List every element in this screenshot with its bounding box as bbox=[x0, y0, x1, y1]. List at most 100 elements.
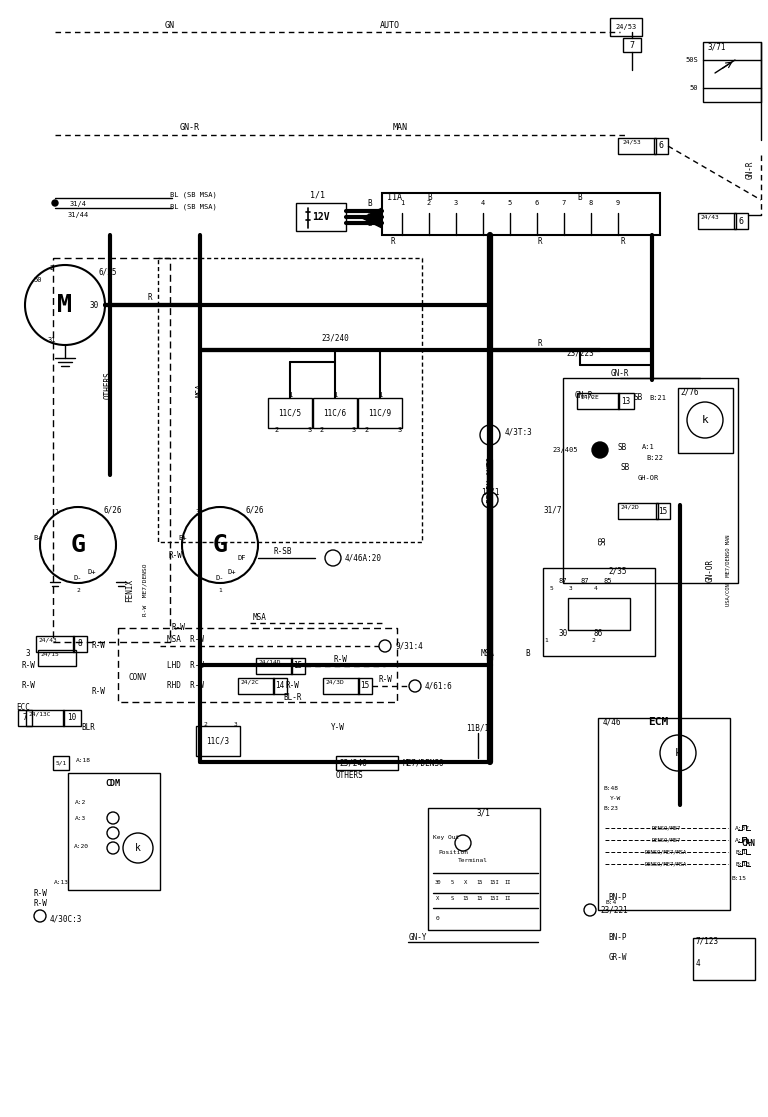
Text: 87: 87 bbox=[559, 577, 568, 584]
Bar bbox=[63, 710, 81, 726]
Text: 15: 15 bbox=[658, 506, 667, 516]
Bar bbox=[654, 139, 668, 154]
Bar bbox=[196, 726, 240, 756]
Text: A:20: A:20 bbox=[74, 843, 88, 849]
Text: 4/46: 4/46 bbox=[603, 717, 621, 726]
Text: ECC: ECC bbox=[16, 704, 30, 713]
Text: R-W  ME7/DENSO: R-W ME7/DENSO bbox=[143, 564, 147, 617]
Text: MSA: MSA bbox=[481, 649, 495, 658]
Text: 8: 8 bbox=[78, 640, 82, 649]
Circle shape bbox=[480, 424, 500, 445]
Text: 4: 4 bbox=[594, 585, 598, 591]
Text: 86: 86 bbox=[594, 629, 603, 638]
Text: FENIX AUTO: FENIX AUTO bbox=[488, 457, 496, 503]
Text: Y-W: Y-W bbox=[610, 795, 621, 801]
Text: MSA: MSA bbox=[196, 383, 204, 397]
Bar bbox=[268, 398, 312, 428]
Text: SB: SB bbox=[621, 464, 630, 472]
Bar bbox=[618, 503, 658, 519]
Text: 23/240: 23/240 bbox=[321, 334, 349, 343]
Text: R-W: R-W bbox=[378, 675, 392, 684]
Text: 87: 87 bbox=[581, 577, 589, 584]
Bar bbox=[38, 650, 76, 666]
Text: 23/223: 23/223 bbox=[566, 349, 594, 357]
Text: 10: 10 bbox=[68, 714, 77, 723]
Circle shape bbox=[182, 507, 258, 583]
Bar bbox=[656, 503, 670, 519]
Text: 3: 3 bbox=[196, 509, 200, 515]
Text: M: M bbox=[58, 293, 72, 317]
Text: GN-R: GN-R bbox=[180, 124, 200, 133]
Text: 12V: 12V bbox=[312, 212, 329, 222]
Text: X: X bbox=[436, 896, 439, 900]
Text: GN-Y: GN-Y bbox=[409, 934, 427, 943]
Text: 23/221: 23/221 bbox=[600, 906, 627, 915]
Text: BN-P: BN-P bbox=[609, 934, 627, 943]
Circle shape bbox=[455, 836, 471, 851]
Text: R: R bbox=[538, 237, 542, 246]
Text: 6: 6 bbox=[535, 200, 539, 206]
Text: 15: 15 bbox=[463, 896, 469, 900]
Text: 2: 2 bbox=[320, 427, 324, 433]
Text: 2: 2 bbox=[427, 200, 431, 206]
Text: 31/4: 31/4 bbox=[69, 201, 87, 207]
Text: 6/26: 6/26 bbox=[246, 506, 264, 515]
Text: A:18: A:18 bbox=[75, 757, 91, 763]
Text: 17/1: 17/1 bbox=[481, 487, 499, 496]
Circle shape bbox=[107, 827, 119, 839]
Text: 24/43: 24/43 bbox=[38, 638, 57, 642]
Text: 15I: 15I bbox=[489, 896, 499, 900]
Text: Key Out: Key Out bbox=[433, 836, 459, 840]
Polygon shape bbox=[362, 208, 382, 228]
Text: D-: D- bbox=[216, 575, 224, 581]
Text: 3/71: 3/71 bbox=[708, 42, 727, 51]
Text: 5: 5 bbox=[549, 585, 553, 591]
Text: R-W: R-W bbox=[168, 551, 182, 560]
Text: 1: 1 bbox=[54, 509, 58, 515]
Bar bbox=[256, 658, 292, 674]
Text: 11C/3: 11C/3 bbox=[207, 736, 230, 745]
Text: 1: 1 bbox=[378, 392, 382, 398]
Text: B:48: B:48 bbox=[603, 785, 618, 791]
Text: 3: 3 bbox=[308, 427, 312, 433]
Text: GN-OR: GN-OR bbox=[706, 558, 714, 582]
Text: 2: 2 bbox=[275, 427, 279, 433]
Text: SB: SB bbox=[598, 535, 607, 545]
Text: AUTO: AUTO bbox=[380, 21, 400, 30]
Text: R-W: R-W bbox=[33, 898, 47, 907]
Text: 7: 7 bbox=[630, 40, 634, 49]
Text: R: R bbox=[147, 294, 152, 303]
Text: B:22: B:22 bbox=[647, 455, 664, 461]
Bar bbox=[623, 38, 641, 52]
Text: 24/53: 24/53 bbox=[622, 140, 641, 144]
Text: A:13: A:13 bbox=[54, 880, 68, 886]
Text: 9: 9 bbox=[616, 200, 620, 206]
Text: B: B bbox=[368, 219, 372, 228]
Text: R-SB: R-SB bbox=[273, 546, 293, 555]
Text: SB: SB bbox=[617, 442, 627, 451]
Text: B+: B+ bbox=[34, 535, 42, 541]
Text: B: B bbox=[368, 199, 372, 208]
Text: 5: 5 bbox=[508, 200, 512, 206]
Text: 1: 1 bbox=[544, 639, 548, 643]
Text: 24/15: 24/15 bbox=[40, 651, 58, 657]
Text: 15: 15 bbox=[477, 896, 483, 900]
Text: 1: 1 bbox=[288, 392, 292, 398]
Text: 3: 3 bbox=[234, 723, 238, 727]
Text: BL (SB MSA): BL (SB MSA) bbox=[170, 203, 217, 210]
Text: 3: 3 bbox=[569, 585, 573, 591]
Text: 5: 5 bbox=[450, 880, 454, 886]
Bar bbox=[73, 636, 87, 652]
Text: 23/246: 23/246 bbox=[339, 758, 367, 767]
Text: DENSO/ME7: DENSO/ME7 bbox=[651, 825, 680, 831]
Text: A:37: A:37 bbox=[735, 825, 750, 831]
Bar bbox=[577, 393, 619, 409]
Text: 24/14D: 24/14D bbox=[258, 659, 280, 665]
Text: D+: D+ bbox=[228, 569, 237, 575]
Text: 13: 13 bbox=[621, 397, 631, 405]
Text: CAN: CAN bbox=[741, 839, 755, 848]
Text: 31/7: 31/7 bbox=[544, 506, 562, 515]
Text: MAN: MAN bbox=[392, 124, 408, 133]
Text: 11B/1: 11B/1 bbox=[466, 724, 489, 733]
Circle shape bbox=[584, 904, 596, 916]
